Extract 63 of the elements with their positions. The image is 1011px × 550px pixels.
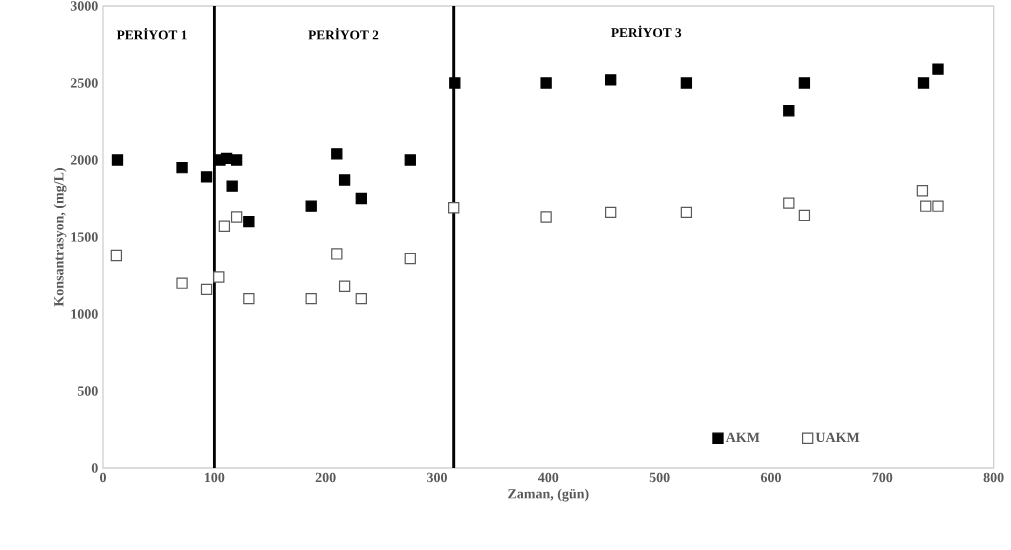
point (338, 280, 351, 292)
x-tick-label: 0 (100, 472, 106, 483)
y-tick-label: 0 (91, 463, 98, 473)
point (798, 77, 811, 89)
point (331, 248, 343, 260)
point (404, 252, 416, 265)
point (111, 154, 124, 166)
y-tick-label: 500 (77, 386, 98, 396)
y-tick-label: 2000 (70, 155, 98, 165)
point (110, 249, 123, 262)
point (355, 192, 367, 205)
y-tick-label: 3000 (70, 1, 98, 11)
point (176, 162, 188, 174)
x-tick-label: 100 (204, 472, 225, 483)
point (355, 292, 367, 305)
point (243, 292, 255, 305)
point (920, 200, 932, 212)
x-axis-title: Zaman, (gün) (508, 488, 589, 502)
legend-label: AKM (725, 432, 760, 442)
point (218, 220, 231, 232)
point (680, 206, 693, 219)
point (783, 197, 795, 209)
point (305, 292, 317, 305)
point (230, 154, 243, 166)
point (176, 277, 188, 289)
x-tick-label: 800 (983, 472, 1004, 483)
point (680, 77, 693, 89)
x-tick-label: 500 (649, 472, 670, 483)
point (243, 215, 255, 228)
point (540, 77, 552, 89)
y-axis-title: Konsantrasyon, (mg/L) (53, 168, 67, 307)
point (331, 148, 343, 160)
point (404, 154, 416, 166)
x-tick-label: 400 (538, 472, 559, 483)
legend-label: UAKM (815, 432, 860, 443)
annotation: PERİYOT 2 (308, 27, 379, 40)
point (605, 74, 617, 86)
x-tick-label: 600 (760, 472, 781, 483)
point (200, 283, 213, 296)
point (783, 105, 795, 117)
x-tick-label: 700 (872, 472, 893, 483)
point (200, 171, 213, 183)
point (798, 209, 811, 222)
y-tick-label: 1500 (71, 232, 98, 242)
point (305, 200, 317, 212)
x-tick-label: 200 (315, 472, 336, 483)
point (213, 271, 225, 283)
annotation: PERİYOT 3 (611, 25, 682, 38)
point (605, 206, 617, 219)
point (338, 174, 351, 186)
point (230, 211, 243, 223)
point (916, 185, 929, 197)
y-tick-label: 2500 (70, 78, 98, 88)
y-tick-label: 1000 (71, 309, 98, 319)
point (226, 180, 238, 192)
point (932, 200, 944, 212)
point (540, 211, 552, 223)
point (448, 202, 460, 214)
point (932, 63, 944, 75)
point (449, 77, 461, 89)
annotation: PERİYOT 1 (116, 27, 187, 40)
x-tick-label: 300 (427, 472, 447, 483)
point (917, 77, 930, 89)
